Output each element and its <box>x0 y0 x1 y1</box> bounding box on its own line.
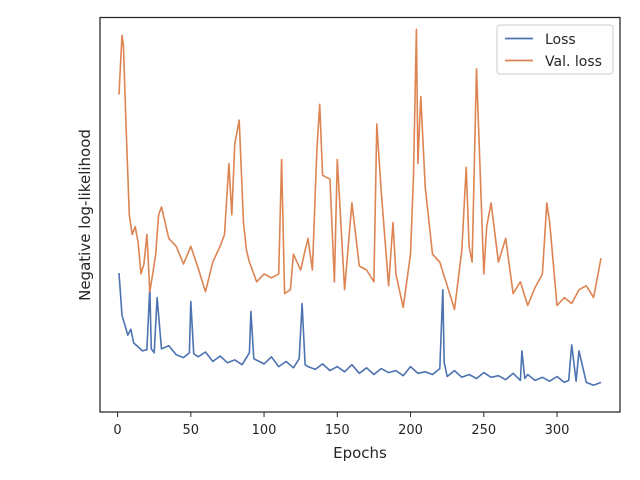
y-axis-label: Negative log-likelihood <box>76 129 94 301</box>
x-tick-label: 100 <box>252 423 277 438</box>
series-line-loss <box>118 273 602 386</box>
x-ticks: 0 50 100 150 200 250 300 <box>113 412 569 438</box>
plot-area <box>100 17 620 412</box>
x-axis-label: Epochs <box>333 444 387 462</box>
legend-box <box>496 24 614 75</box>
x-tick-label: 50 <box>183 423 200 438</box>
legend-label-loss: Loss <box>545 32 576 48</box>
legend-label-val-loss: Val. loss <box>545 54 602 70</box>
x-tick-label: 300 <box>545 423 570 438</box>
x-tick-label: 200 <box>398 423 423 438</box>
x-tick-label: 0 <box>113 423 121 438</box>
series-line-val-loss <box>118 28 602 311</box>
x-tick-label: 150 <box>325 423 350 438</box>
plot-frame <box>99 16 621 413</box>
legend: Loss Val. loss <box>496 24 614 75</box>
x-tick-label: 250 <box>471 423 496 438</box>
series-group <box>118 28 602 386</box>
